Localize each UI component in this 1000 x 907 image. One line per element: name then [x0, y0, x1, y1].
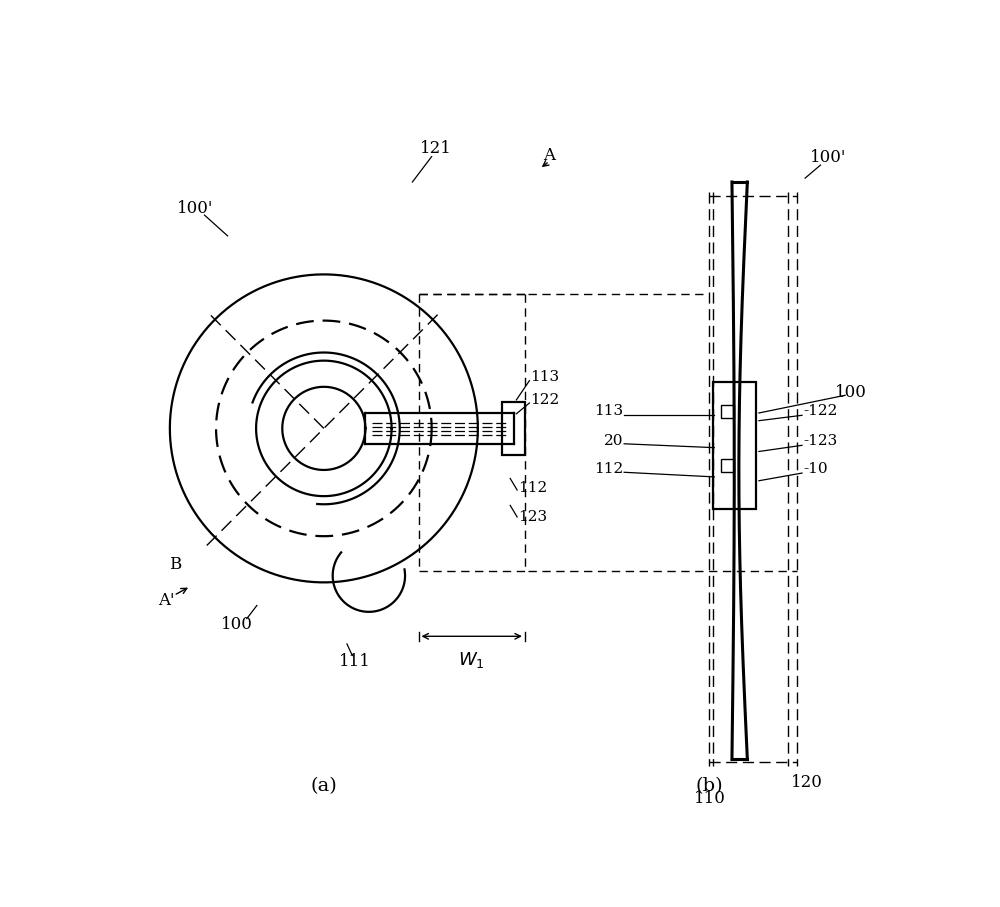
Text: 111: 111: [339, 653, 371, 670]
Text: -122: -122: [804, 405, 838, 418]
Text: $W_1$: $W_1$: [458, 650, 485, 670]
Text: A: A: [543, 147, 555, 163]
Bar: [721, 405, 734, 418]
Text: 112: 112: [518, 481, 547, 494]
Text: 113: 113: [594, 405, 623, 418]
Text: (b): (b): [696, 777, 723, 795]
Bar: [721, 459, 734, 473]
Text: 120: 120: [791, 774, 823, 791]
Text: 121: 121: [420, 141, 451, 158]
Text: 20: 20: [604, 434, 623, 448]
Text: 100': 100': [810, 149, 846, 166]
Text: A': A': [158, 591, 174, 609]
Text: -123: -123: [804, 434, 838, 448]
Text: 100: 100: [221, 616, 253, 633]
Text: 100: 100: [835, 384, 867, 401]
Bar: [502, 402, 525, 454]
Text: 112: 112: [594, 463, 623, 476]
Text: 100': 100': [177, 200, 213, 218]
Text: -10: -10: [804, 463, 828, 476]
Text: 110: 110: [694, 790, 726, 807]
Text: B: B: [169, 556, 181, 573]
Bar: [713, 382, 756, 509]
Text: 123: 123: [518, 510, 547, 524]
Text: (a): (a): [310, 777, 337, 795]
Text: 122: 122: [530, 393, 559, 407]
Text: 113: 113: [530, 370, 559, 384]
